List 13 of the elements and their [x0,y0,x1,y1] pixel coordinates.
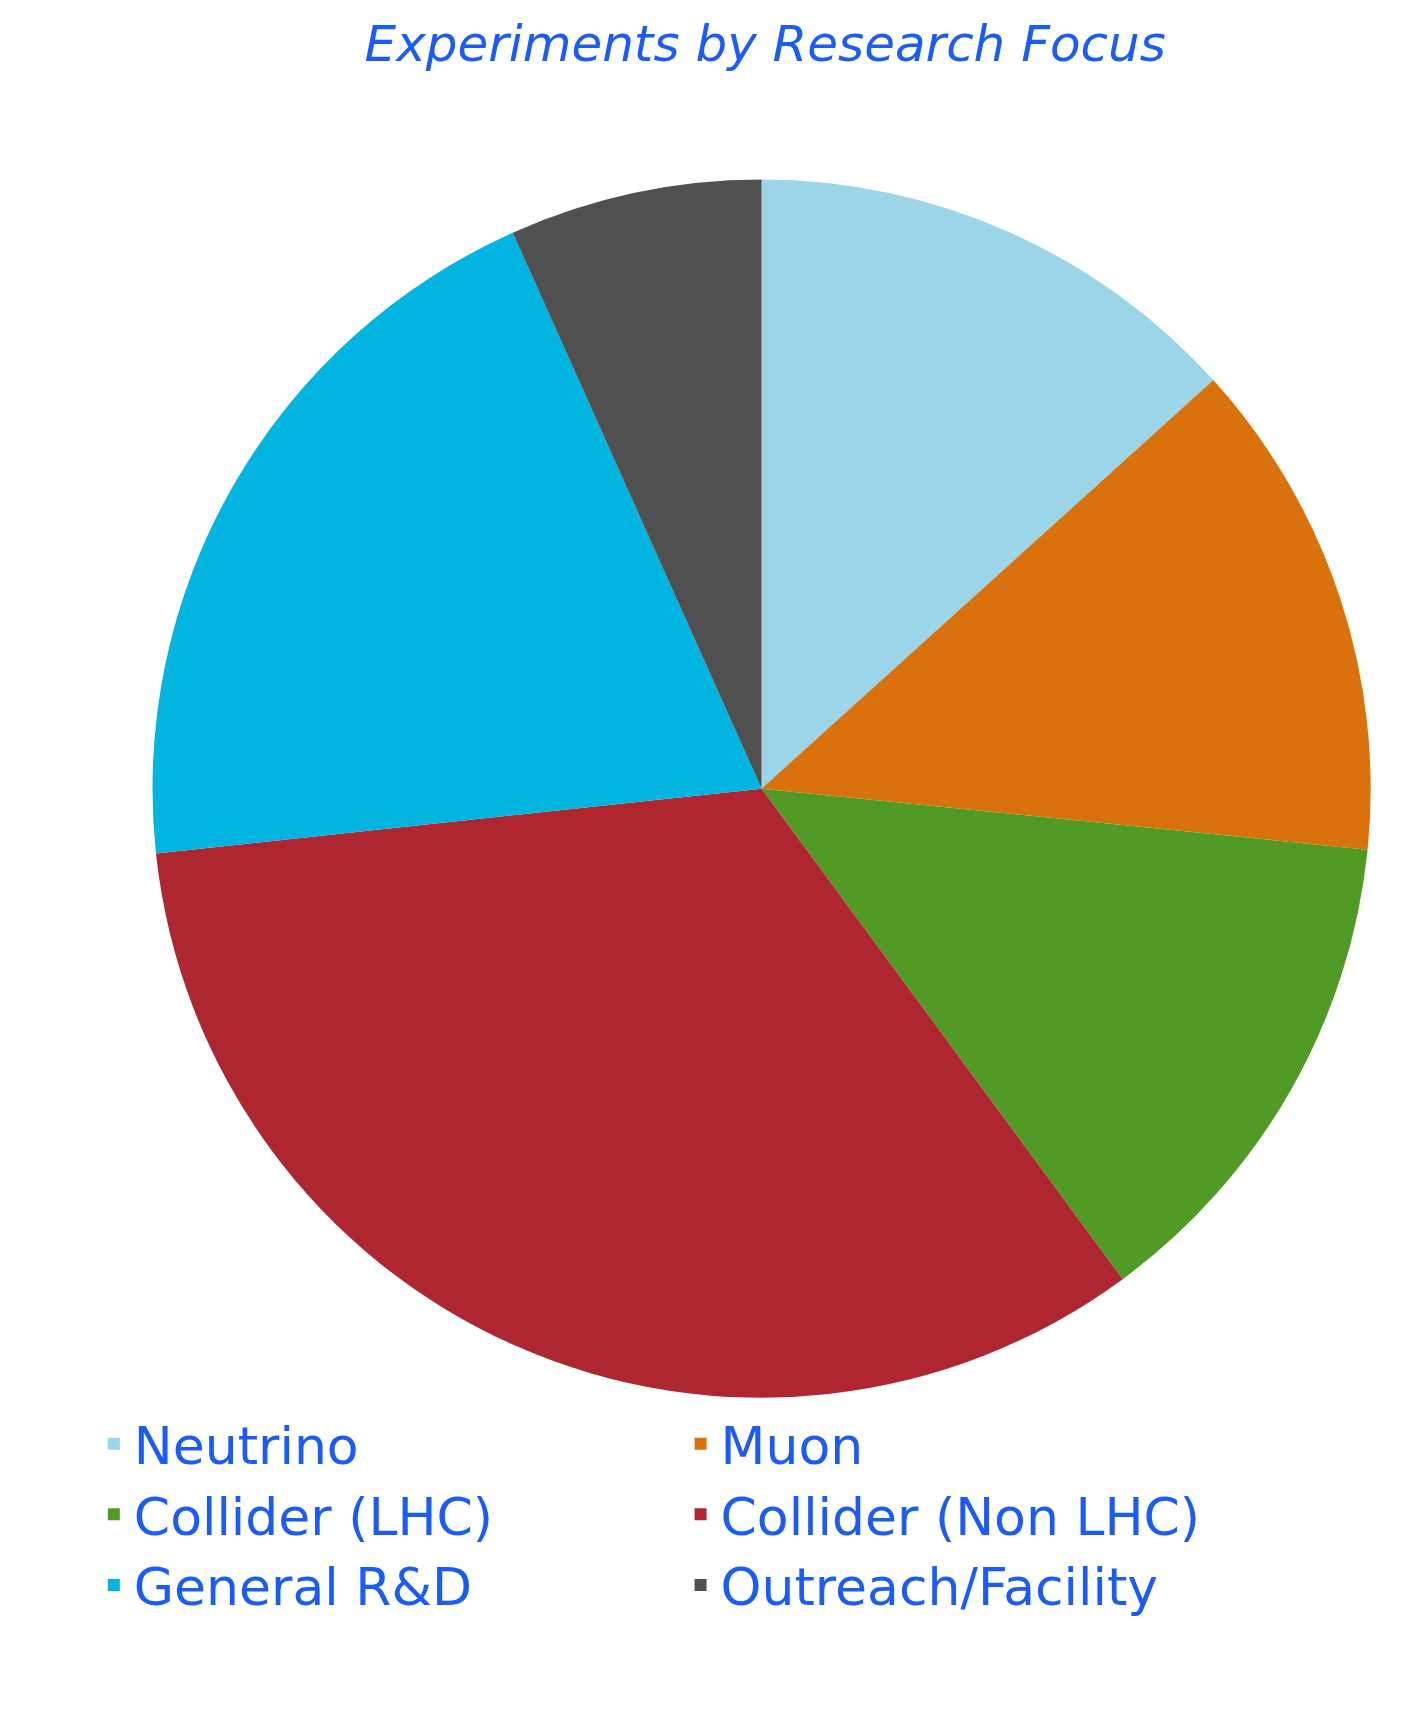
legend-label: Muon [720,1416,864,1477]
legend-label: Collider (Non LHC) [720,1486,1201,1547]
pie-slice [761,380,1371,850]
pie-slice [761,788,1368,1280]
legend-label: General R&D [133,1557,473,1618]
pie-slice [761,179,1214,789]
legend-label: Outreach/Facility [720,1557,1159,1618]
pie-slice [512,179,762,789]
pie-slice [155,788,1123,1398]
legend-label: Collider (LHC) [133,1486,494,1547]
pie-slice [152,232,762,854]
legend-label: Neutrino [133,1416,359,1477]
chart-title: Experiments by Research Focus [364,14,1166,73]
